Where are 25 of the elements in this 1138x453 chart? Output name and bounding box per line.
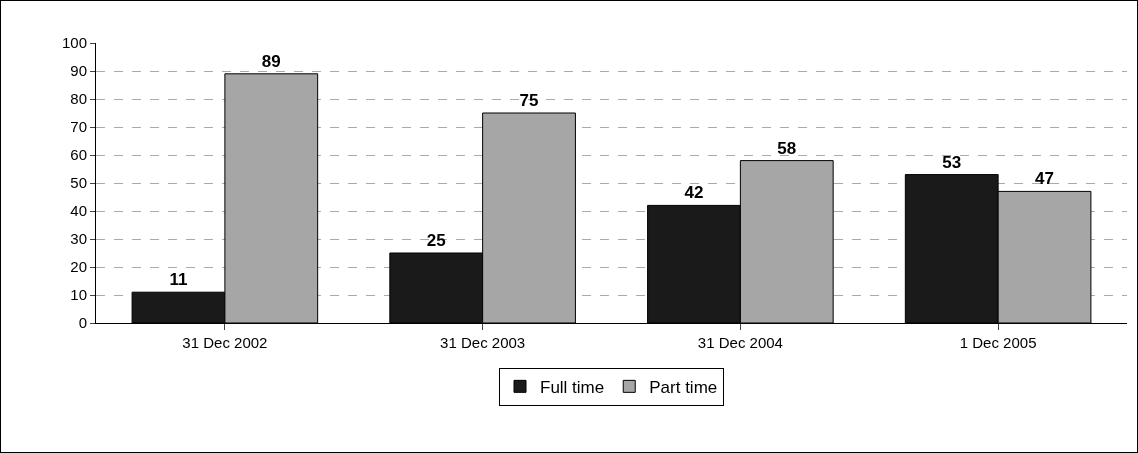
data-label: 47 (1035, 169, 1054, 189)
y-tick-label: 70 (70, 118, 87, 136)
x-tick-label: 1 Dec 2005 (959, 334, 1037, 351)
data-label: 89 (261, 51, 281, 71)
x-tick-label: 31 Dec 2003 (440, 334, 526, 351)
legend-label: Part time (649, 377, 718, 397)
data-label: 25 (426, 231, 446, 250)
y-tick-label: 40 (70, 202, 87, 220)
y-tick-label: 80 (70, 90, 87, 108)
y-tick-label: 90 (70, 62, 87, 80)
y-tick-label: 10 (70, 286, 87, 304)
y-tick-label: 50 (70, 174, 87, 192)
y-tick-label: 30 (70, 230, 87, 248)
x-tick-label: 31 Dec 2002 (182, 334, 268, 351)
x-tick-label: 31 Dec 2004 (697, 334, 783, 351)
data-label: 58 (777, 138, 797, 158)
y-tick-label: 0 (78, 314, 87, 332)
legend-label: Full time (540, 377, 605, 397)
y-tick-label: 60 (70, 146, 87, 164)
y-tick-label: 100 (61, 34, 87, 52)
data-label: 11 (169, 270, 188, 290)
data-label: 53 (942, 152, 962, 172)
data-label: 75 (519, 91, 539, 110)
data-label: 42 (684, 183, 704, 203)
y-tick-label: 20 (70, 258, 87, 276)
